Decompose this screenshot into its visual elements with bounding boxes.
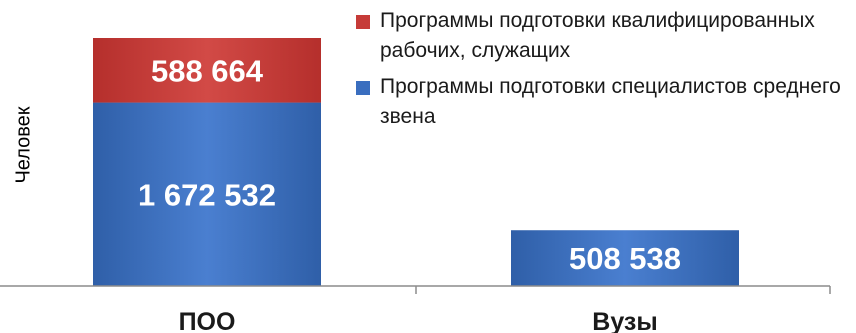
bar-workers-0 (93, 38, 321, 103)
legend-label-workers: Программы подготовки квалифицированных р… (380, 9, 815, 62)
bar-specialists-0 (93, 102, 321, 286)
y-axis-title-wrap: Человек (13, 106, 35, 183)
data-label-specialists-0: 1 672 532 (138, 177, 276, 212)
legend-item-specialists: Программы подготовки специалистов средне… (356, 72, 851, 132)
x-tick-label-0: ПОО (179, 308, 236, 333)
legend-item-workers: Программы подготовки квалифицированных р… (356, 6, 851, 66)
legend: Программы подготовки квалифицированных р… (356, 6, 851, 138)
legend-swatch-blue (356, 81, 370, 95)
legend-swatch-red (356, 15, 370, 29)
data-label-workers-0: 588 664 (151, 53, 264, 88)
x-tick-label-1: Вузы (592, 308, 657, 333)
data-label-specialists-1: 508 538 (569, 241, 681, 276)
legend-label-specialists: Программы подготовки специалистов средне… (380, 75, 841, 128)
bar-specialists-1 (511, 230, 739, 286)
y-axis-title: Человек (12, 106, 35, 184)
